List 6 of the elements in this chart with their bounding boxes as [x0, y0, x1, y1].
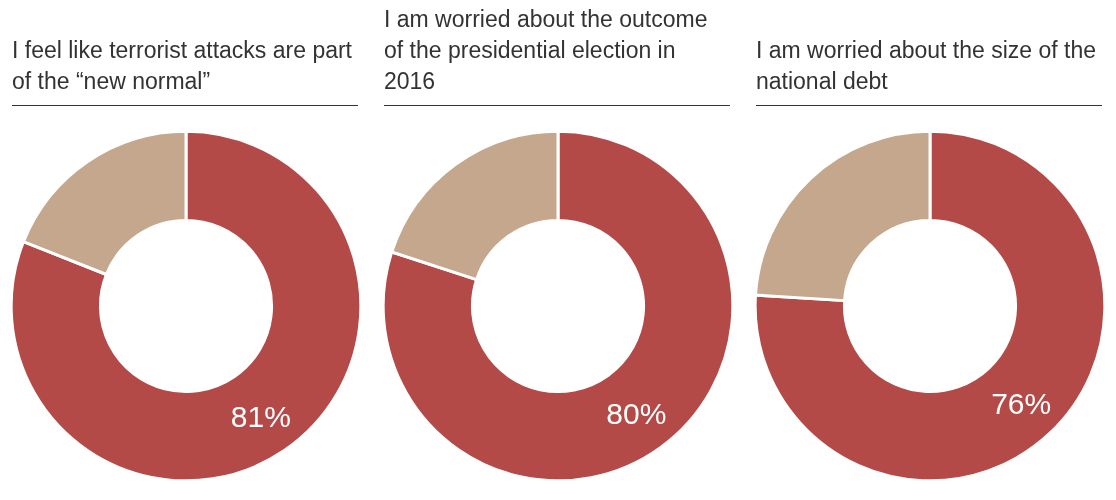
data-label: 80% [606, 397, 667, 431]
chart-title: I am worried about the size of the national debt [756, 10, 1102, 106]
chart-title: I feel like terrorist attacks are part of the “new normal” [12, 10, 358, 106]
data-label: 81% [230, 399, 291, 433]
data-label: 76% [991, 386, 1052, 420]
chart-title: I am worried about the outcome of the presidential election in 2016 [384, 6, 709, 96]
